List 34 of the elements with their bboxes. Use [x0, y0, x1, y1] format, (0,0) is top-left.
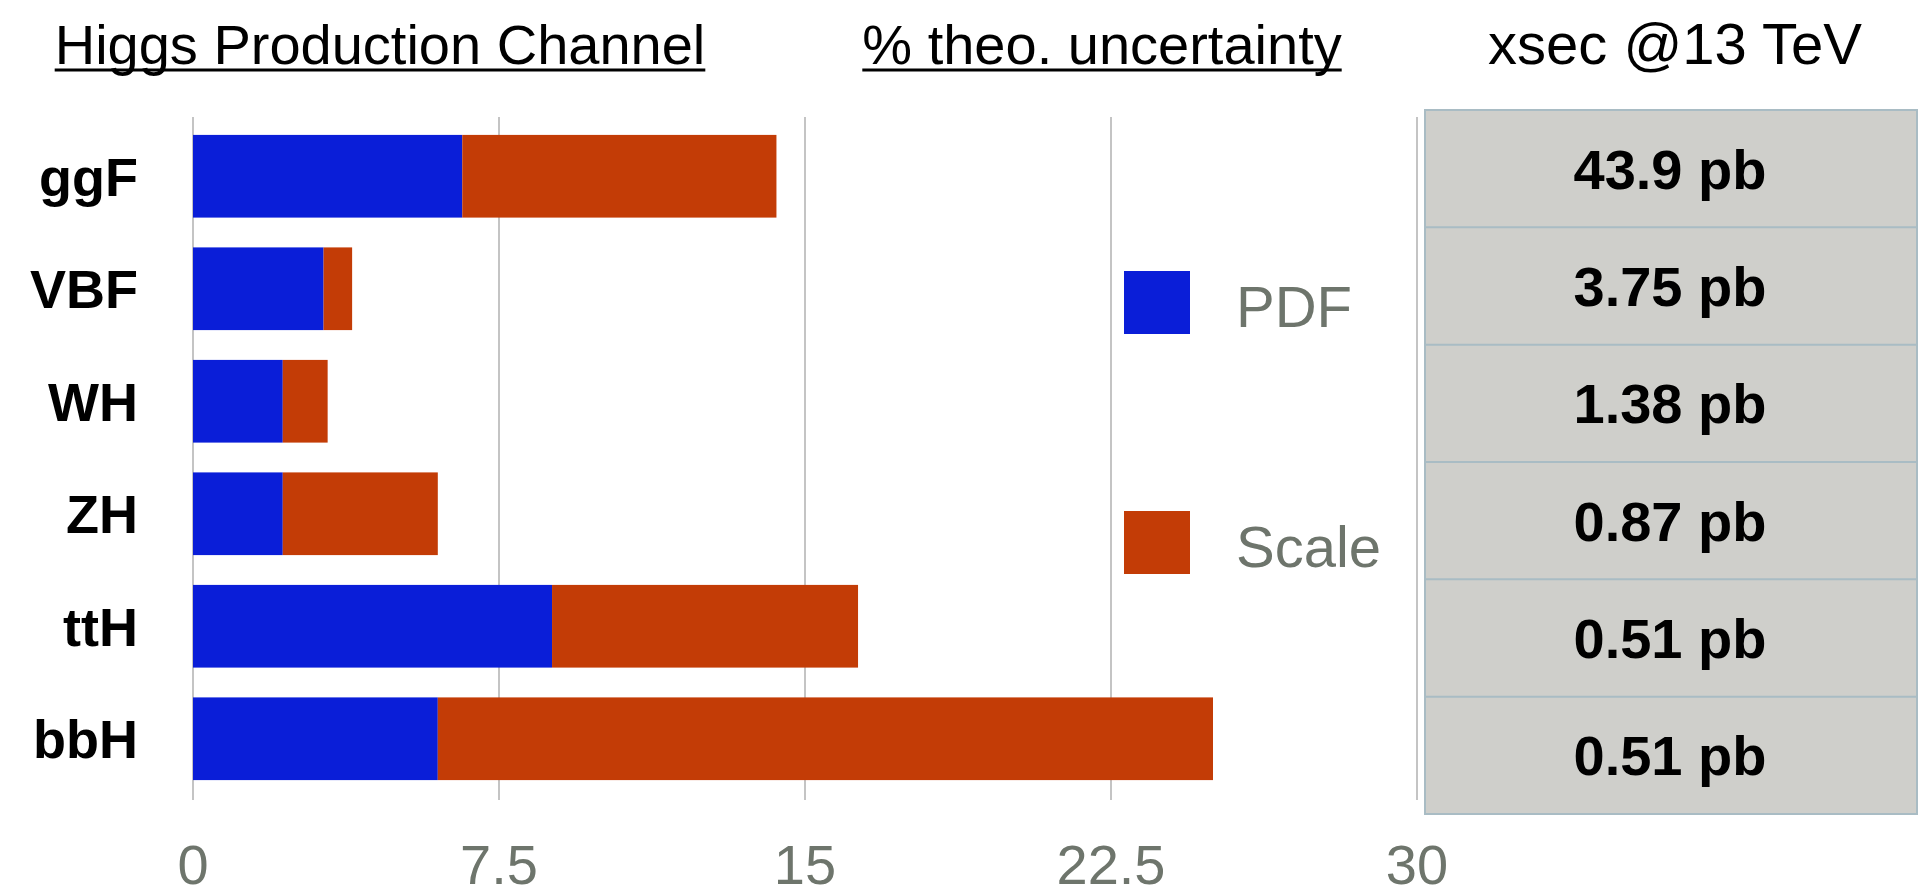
- x-tick-label: 22.5: [1056, 833, 1166, 895]
- text: 1.38 pb: [1573, 372, 1767, 436]
- y-tick-label: ggF: [39, 146, 138, 207]
- bar: [282, 472, 438, 556]
- bar: [193, 697, 438, 781]
- y-tick-label: VBF: [30, 259, 138, 320]
- bar: [552, 584, 859, 668]
- text: xsec @13 TeV: [1488, 11, 1863, 76]
- x-tick-label: 30: [1385, 833, 1449, 895]
- bar: [282, 359, 328, 443]
- y-tick-label: bbH: [33, 709, 138, 770]
- y-tick-label: WH: [48, 371, 138, 432]
- text: 3.75 pb: [1573, 255, 1767, 319]
- bar: [323, 247, 353, 331]
- text: 0.87 pb: [1573, 489, 1767, 553]
- bar: [193, 584, 553, 668]
- x-tick-label: 15: [773, 833, 837, 895]
- y-tick-label: ZH: [66, 484, 138, 545]
- legend-label: Scale: [1236, 514, 1382, 579]
- y-tick-label: ttH: [63, 596, 138, 657]
- bar: [193, 472, 283, 556]
- legend-label: PDF: [1236, 274, 1352, 339]
- bar: [193, 359, 283, 443]
- text: 0.51 pb: [1573, 607, 1767, 671]
- bar: [193, 247, 324, 331]
- bar: [462, 134, 777, 218]
- text: 43.9 pb: [1573, 137, 1767, 201]
- bar: [437, 697, 1213, 781]
- text: 0.51 pb: [1573, 724, 1767, 788]
- x-tick-label: 7.5: [460, 833, 538, 895]
- bar: [193, 134, 463, 218]
- x-axis-title: % theo. uncertainty: [862, 13, 1342, 76]
- x-tick-label: 0: [177, 833, 209, 895]
- y-axis-title: Higgs Production Channel: [54, 13, 706, 76]
